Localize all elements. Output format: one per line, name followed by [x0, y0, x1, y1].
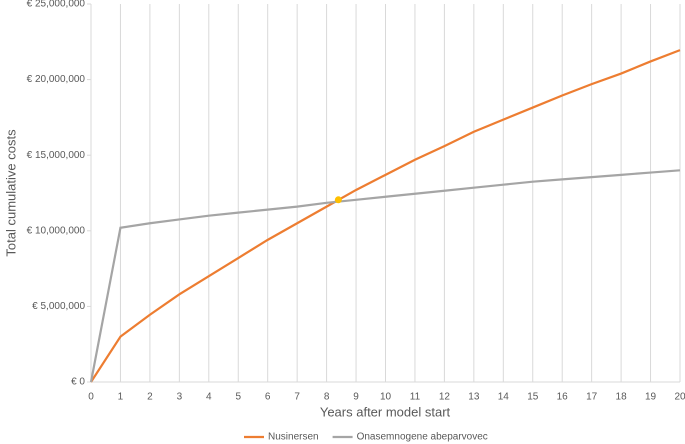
x-axis-title: Years after model start	[320, 404, 451, 419]
x-tick-label: 4	[206, 392, 212, 403]
x-tick-label: 1	[118, 392, 124, 403]
highlight-point	[334, 196, 342, 204]
x-tick-label: 17	[586, 392, 598, 403]
y-axis-title: Total cumulative costs	[3, 129, 18, 257]
series-line	[90, 49, 681, 383]
x-tick-label: 16	[557, 392, 569, 403]
x-tick-label: 15	[527, 392, 539, 403]
y-tick-label: € 5,000,000	[32, 301, 85, 312]
x-tick-label: 14	[498, 392, 510, 403]
x-tick-label: 7	[294, 392, 300, 403]
x-tick-label: 20	[674, 392, 685, 403]
x-tick-label: 8	[324, 392, 330, 403]
y-tick-label: € 20,000,000	[27, 74, 86, 85]
x-tick-label: 10	[380, 392, 392, 403]
x-tick-label: 18	[616, 392, 628, 403]
y-tick-label: € 15,000,000	[27, 150, 86, 161]
x-tick-label: 11	[410, 392, 421, 403]
x-tick-label: 19	[645, 392, 657, 403]
x-tick-label: 12	[439, 392, 451, 403]
x-tick-label: 9	[353, 392, 359, 403]
y-tick-label: € 0	[71, 377, 85, 388]
series-line	[89, 169, 681, 383]
x-tick-label: 13	[468, 392, 480, 403]
y-tick-label: € 10,000,000	[27, 225, 86, 236]
y-tick-label: € 25,000,000	[27, 0, 86, 10]
x-tick-label: 3	[177, 392, 183, 403]
x-tick-label: 0	[88, 392, 94, 403]
x-tick-label: 5	[235, 392, 241, 403]
legend-label: Onasemnogene abeparvovec	[357, 432, 488, 443]
legend-label: Nusinersen	[268, 432, 319, 443]
x-tick-label: 2	[147, 392, 153, 403]
x-tick-label: 6	[265, 392, 271, 403]
